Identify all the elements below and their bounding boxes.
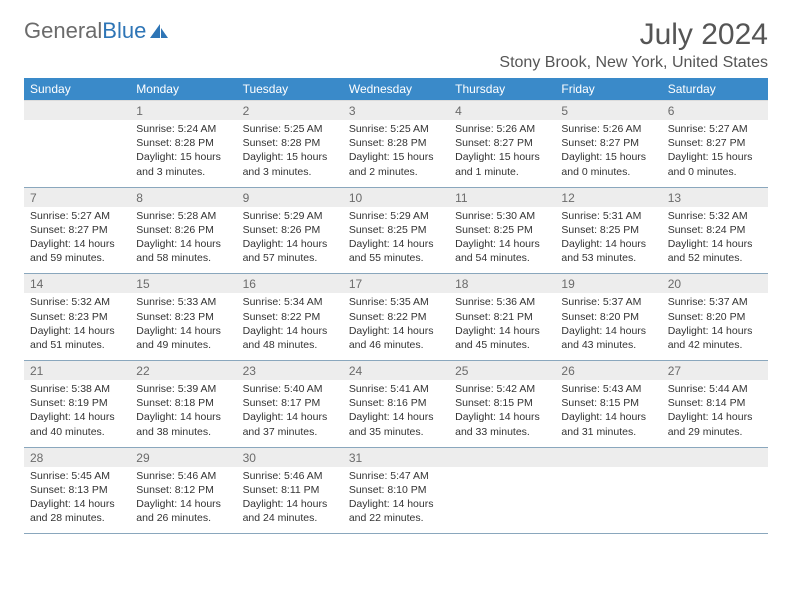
day-number: 24 — [343, 361, 449, 381]
day-cell — [24, 120, 130, 187]
day-number: 8 — [130, 187, 236, 207]
day-header: Wednesday — [343, 78, 449, 101]
day-number: 26 — [555, 361, 661, 381]
day-cell: Sunrise: 5:24 AMSunset: 8:28 PMDaylight:… — [130, 120, 236, 187]
day-cell: Sunrise: 5:29 AMSunset: 8:25 PMDaylight:… — [343, 207, 449, 274]
day-header: Tuesday — [237, 78, 343, 101]
day-header: Sunday — [24, 78, 130, 101]
day-cell: Sunrise: 5:39 AMSunset: 8:18 PMDaylight:… — [130, 380, 236, 447]
day-cell: Sunrise: 5:46 AMSunset: 8:11 PMDaylight:… — [237, 467, 343, 534]
day-number: 15 — [130, 274, 236, 294]
detail-row: Sunrise: 5:45 AMSunset: 8:13 PMDaylight:… — [24, 467, 768, 534]
detail-row: Sunrise: 5:38 AMSunset: 8:19 PMDaylight:… — [24, 380, 768, 447]
day-cell: Sunrise: 5:32 AMSunset: 8:24 PMDaylight:… — [662, 207, 768, 274]
day-number — [24, 101, 130, 121]
day-cell — [662, 467, 768, 534]
day-number: 2 — [237, 101, 343, 121]
day-number: 1 — [130, 101, 236, 121]
day-number: 7 — [24, 187, 130, 207]
day-cell — [555, 467, 661, 534]
day-cell: Sunrise: 5:27 AMSunset: 8:27 PMDaylight:… — [662, 120, 768, 187]
day-header: Monday — [130, 78, 236, 101]
day-number: 31 — [343, 447, 449, 467]
day-number — [555, 447, 661, 467]
day-cell: Sunrise: 5:28 AMSunset: 8:26 PMDaylight:… — [130, 207, 236, 274]
day-number: 16 — [237, 274, 343, 294]
day-number: 10 — [343, 187, 449, 207]
daynum-row: 14151617181920 — [24, 274, 768, 294]
daynum-row: 21222324252627 — [24, 361, 768, 381]
daynum-row: 123456 — [24, 101, 768, 121]
day-number: 12 — [555, 187, 661, 207]
day-cell: Sunrise: 5:35 AMSunset: 8:22 PMDaylight:… — [343, 293, 449, 360]
day-cell: Sunrise: 5:36 AMSunset: 8:21 PMDaylight:… — [449, 293, 555, 360]
day-cell: Sunrise: 5:25 AMSunset: 8:28 PMDaylight:… — [343, 120, 449, 187]
day-cell: Sunrise: 5:25 AMSunset: 8:28 PMDaylight:… — [237, 120, 343, 187]
title-block: July 2024 Stony Brook, New York, United … — [499, 18, 768, 72]
day-cell: Sunrise: 5:41 AMSunset: 8:16 PMDaylight:… — [343, 380, 449, 447]
day-number — [662, 447, 768, 467]
day-number: 9 — [237, 187, 343, 207]
day-cell: Sunrise: 5:33 AMSunset: 8:23 PMDaylight:… — [130, 293, 236, 360]
day-number: 6 — [662, 101, 768, 121]
day-cell: Sunrise: 5:42 AMSunset: 8:15 PMDaylight:… — [449, 380, 555, 447]
day-cell: Sunrise: 5:26 AMSunset: 8:27 PMDaylight:… — [555, 120, 661, 187]
day-number: 22 — [130, 361, 236, 381]
day-number: 21 — [24, 361, 130, 381]
brand-logo: GeneralBlue — [24, 18, 170, 44]
day-cell: Sunrise: 5:45 AMSunset: 8:13 PMDaylight:… — [24, 467, 130, 534]
day-number: 13 — [662, 187, 768, 207]
day-cell: Sunrise: 5:46 AMSunset: 8:12 PMDaylight:… — [130, 467, 236, 534]
day-number: 27 — [662, 361, 768, 381]
day-number: 14 — [24, 274, 130, 294]
detail-row: Sunrise: 5:32 AMSunset: 8:23 PMDaylight:… — [24, 293, 768, 360]
day-cell: Sunrise: 5:29 AMSunset: 8:26 PMDaylight:… — [237, 207, 343, 274]
day-cell: Sunrise: 5:47 AMSunset: 8:10 PMDaylight:… — [343, 467, 449, 534]
detail-row: Sunrise: 5:24 AMSunset: 8:28 PMDaylight:… — [24, 120, 768, 187]
day-number: 5 — [555, 101, 661, 121]
day-number: 30 — [237, 447, 343, 467]
sail-icon — [148, 22, 170, 40]
day-cell: Sunrise: 5:32 AMSunset: 8:23 PMDaylight:… — [24, 293, 130, 360]
day-cell: Sunrise: 5:37 AMSunset: 8:20 PMDaylight:… — [555, 293, 661, 360]
day-cell — [449, 467, 555, 534]
day-number: 23 — [237, 361, 343, 381]
day-cell: Sunrise: 5:26 AMSunset: 8:27 PMDaylight:… — [449, 120, 555, 187]
brand-part2: Blue — [102, 18, 146, 44]
daynum-row: 78910111213 — [24, 187, 768, 207]
day-cell: Sunrise: 5:37 AMSunset: 8:20 PMDaylight:… — [662, 293, 768, 360]
daynum-row: 28293031 — [24, 447, 768, 467]
day-cell: Sunrise: 5:27 AMSunset: 8:27 PMDaylight:… — [24, 207, 130, 274]
day-cell: Sunrise: 5:40 AMSunset: 8:17 PMDaylight:… — [237, 380, 343, 447]
day-number: 3 — [343, 101, 449, 121]
page-header: GeneralBlue July 2024 Stony Brook, New Y… — [24, 18, 768, 72]
day-cell: Sunrise: 5:31 AMSunset: 8:25 PMDaylight:… — [555, 207, 661, 274]
day-number — [449, 447, 555, 467]
brand-part1: General — [24, 18, 102, 44]
day-cell: Sunrise: 5:43 AMSunset: 8:15 PMDaylight:… — [555, 380, 661, 447]
day-header-row: SundayMondayTuesdayWednesdayThursdayFrid… — [24, 78, 768, 101]
day-number: 19 — [555, 274, 661, 294]
day-number: 4 — [449, 101, 555, 121]
detail-row: Sunrise: 5:27 AMSunset: 8:27 PMDaylight:… — [24, 207, 768, 274]
calendar-thead: SundayMondayTuesdayWednesdayThursdayFrid… — [24, 78, 768, 101]
day-number: 29 — [130, 447, 236, 467]
day-number: 17 — [343, 274, 449, 294]
day-cell: Sunrise: 5:44 AMSunset: 8:14 PMDaylight:… — [662, 380, 768, 447]
location-text: Stony Brook, New York, United States — [499, 54, 768, 72]
month-title: July 2024 — [499, 18, 768, 52]
calendar-body: 123456Sunrise: 5:24 AMSunset: 8:28 PMDay… — [24, 101, 768, 534]
calendar-table: SundayMondayTuesdayWednesdayThursdayFrid… — [24, 78, 768, 534]
day-cell: Sunrise: 5:34 AMSunset: 8:22 PMDaylight:… — [237, 293, 343, 360]
day-cell: Sunrise: 5:38 AMSunset: 8:19 PMDaylight:… — [24, 380, 130, 447]
day-header: Thursday — [449, 78, 555, 101]
day-number: 20 — [662, 274, 768, 294]
day-cell: Sunrise: 5:30 AMSunset: 8:25 PMDaylight:… — [449, 207, 555, 274]
day-header: Saturday — [662, 78, 768, 101]
day-number: 18 — [449, 274, 555, 294]
day-number: 25 — [449, 361, 555, 381]
day-number: 11 — [449, 187, 555, 207]
day-number: 28 — [24, 447, 130, 467]
day-header: Friday — [555, 78, 661, 101]
